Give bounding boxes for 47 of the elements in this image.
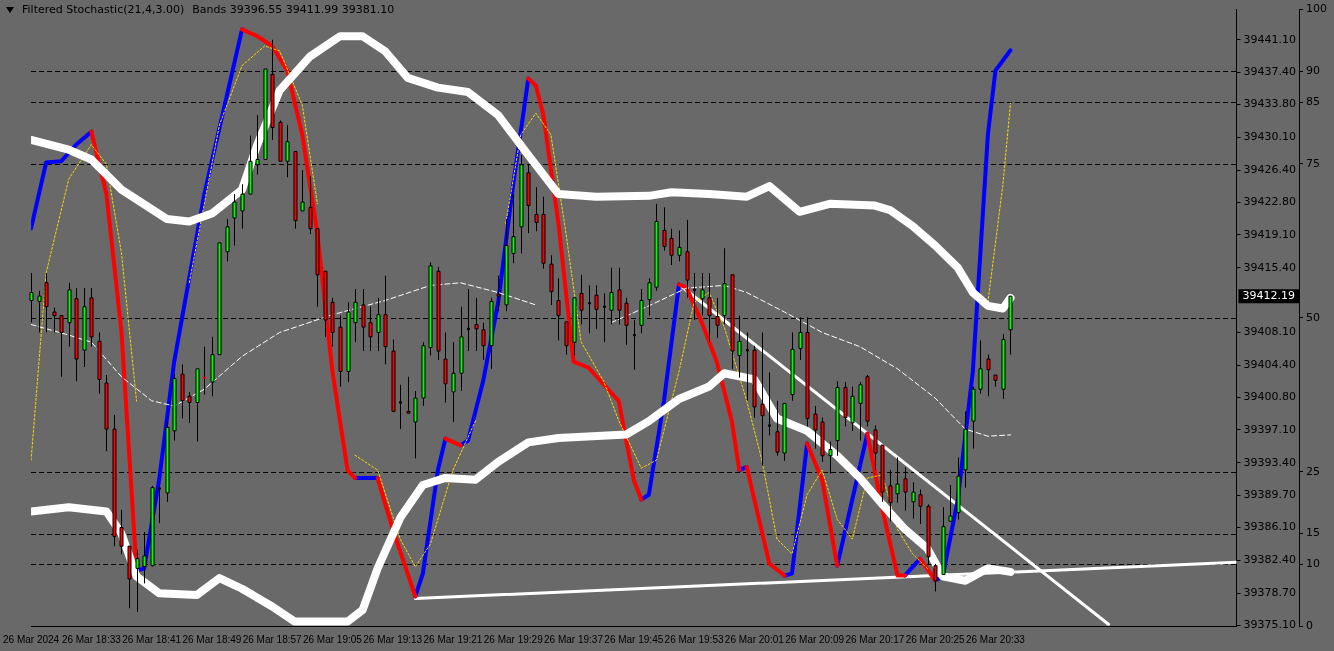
y-tick-label: 39378.70	[1243, 586, 1297, 600]
y-tick-label: 39393.40	[1243, 455, 1297, 469]
y-tick-label: 39426.40	[1243, 162, 1297, 176]
y-tick-label: 39433.80	[1243, 97, 1297, 111]
x-tick-label: 26 Mar 19:45	[604, 633, 664, 645]
y2-tick-label: 85	[1306, 94, 1320, 108]
y2-tick-label: 0	[1306, 618, 1313, 632]
text: 39412.19	[1242, 289, 1296, 303]
x-tick-label: 26 Mar 18:57	[242, 633, 303, 645]
y-tick-label: 39386.10	[1243, 520, 1297, 534]
y-tick-label: 39437.40	[1243, 65, 1297, 79]
x-tick-label: 26 Mar 20:25	[905, 633, 966, 645]
x-tick-label: 26 Mar 19:21	[423, 633, 483, 645]
y-tick-label: 39408.10	[1243, 325, 1297, 339]
x-tick-label: 26 Mar 19:53	[664, 633, 724, 645]
x-tick-label: 26 Mar 19:13	[363, 633, 423, 645]
y-tick-label: 39404.40	[1243, 358, 1297, 372]
y-tick-label: 39441.10	[1243, 32, 1297, 46]
x-tick-label: 26 Mar 19:37	[544, 633, 604, 645]
y-tick-label: 39422.80	[1243, 194, 1297, 208]
y2-tick-label: 25	[1306, 464, 1320, 478]
chart-title: Filtered Stochastic(21,4,3.00)	[22, 3, 185, 16]
x-tick-label: 26 Mar 18:49	[182, 633, 242, 645]
x-tick-label: 26 Mar 20:17	[845, 633, 905, 645]
x-tick-label: 26 Mar 19:05	[302, 633, 363, 645]
y-tick-label: 39375.10	[1243, 617, 1297, 631]
y2-tick-label: 100	[1306, 2, 1327, 16]
y-tick-label: 39397.10	[1243, 422, 1297, 436]
y-tick-label: 39415.40	[1243, 260, 1297, 274]
x-tick-label: 26 Mar 20:09	[785, 633, 845, 645]
x-tick-label: 26 Mar 18:33	[61, 633, 122, 645]
chart-subtitle: Bands 39396.55 39411.99 39381.10	[192, 3, 395, 16]
y2-tick-label: 75	[1306, 156, 1320, 170]
x-tick-label: 26 Mar 20:01	[724, 633, 785, 645]
x-tick-label: 26 Mar 18:41	[122, 633, 182, 645]
y-tick-label: 39382.40	[1243, 553, 1297, 567]
y2-tick-label: 90	[1306, 64, 1320, 78]
x-tick-label: 26 Mar 19:29	[483, 633, 544, 645]
y-tick-label: 39419.10	[1243, 227, 1297, 241]
y-tick-label: 39400.80	[1243, 390, 1297, 404]
y2-tick-label: 10	[1306, 557, 1320, 571]
y-tick-label: 39389.70	[1243, 488, 1297, 502]
x-tick-label: 26 Mar 2024	[3, 633, 60, 645]
x-tick-label: 26 Mar 20:33	[965, 633, 1026, 645]
y2-tick-label: 50	[1306, 310, 1320, 324]
y2-tick-label: 15	[1306, 526, 1320, 540]
y-tick-label: 39430.10	[1243, 130, 1297, 144]
